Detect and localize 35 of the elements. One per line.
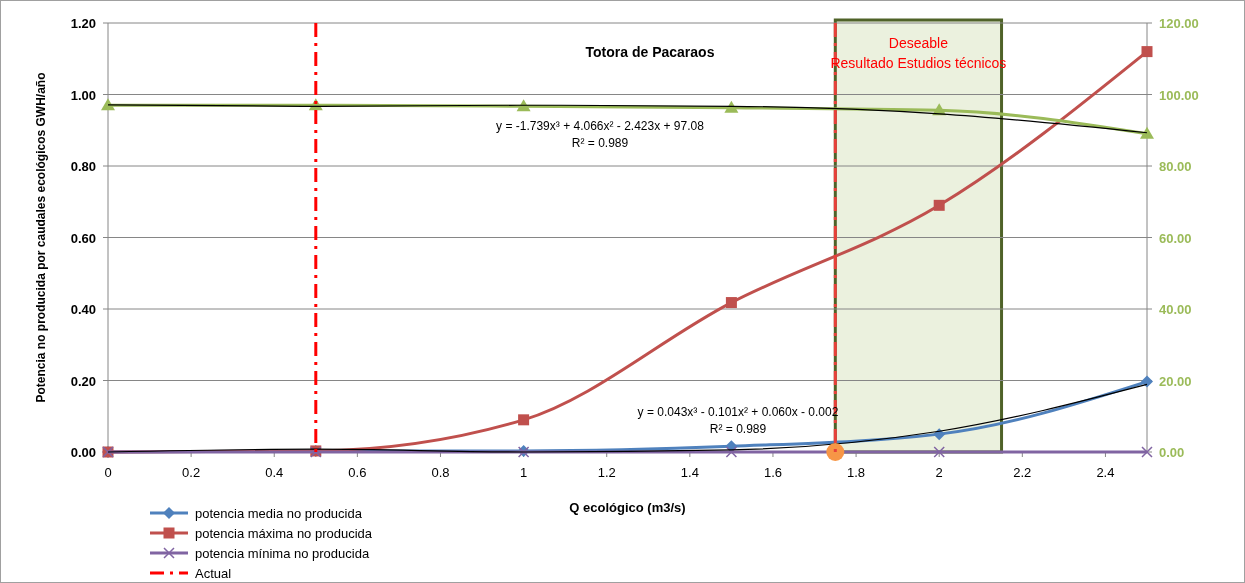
y-tick-label: 1.00	[70, 87, 96, 103]
x-tick-label: 0.4	[265, 465, 284, 480]
legend-label: potencia máxima no producida	[195, 526, 373, 541]
y-tick-label: 0.00	[70, 445, 96, 460]
legend-label: potencia media no producida	[195, 506, 363, 521]
y2-tick-label: 60.00	[1159, 230, 1192, 246]
legend-label: Actual	[195, 566, 232, 581]
x-tick-label: 0	[104, 465, 112, 480]
x-tick-label: 1.2	[597, 465, 616, 480]
y-axis-title: Potencia no producida por caudales ecológicos GWH/año	[34, 72, 48, 403]
y-tick-label: 0.40	[70, 302, 96, 317]
y-tick-label: 0.80	[70, 159, 96, 174]
x-tick-label: 2.2	[1013, 465, 1032, 480]
x-axis-title: Q ecológico (m3/s)	[569, 500, 686, 515]
y2-tick-label: 40.00	[1159, 302, 1192, 317]
x-tick-label: 1	[519, 465, 528, 480]
x-tick-label: 1.4	[680, 465, 699, 480]
legend-label: potencia mínima no producida	[195, 546, 370, 561]
y2-tick-label: 0.00	[1159, 445, 1185, 460]
y-tick-label: 0.20	[70, 373, 96, 389]
y2-tick-label: 120.00	[1159, 16, 1199, 31]
x-tick-label: 1.8	[847, 465, 866, 480]
x-tick-label: 1.6	[763, 465, 782, 480]
text: Totora de Pacaraos	[585, 44, 715, 60]
y-tick-label: 0.60	[70, 230, 96, 246]
y-tick-label: 1.20	[70, 16, 96, 31]
annotation: y = -1.739x³ + 4.066x² - 2.423x + 97.08 R² = 0.989	[496, 119, 705, 150]
x-tick-label: 2.4	[1096, 465, 1115, 480]
x-tick-label: 0.2	[182, 465, 201, 480]
y2-tick-label: 80.00	[1159, 159, 1192, 174]
x-tick-label: 0.6	[348, 465, 367, 480]
y2-tick-label: 100.00	[1159, 87, 1199, 103]
x-tick-label: 2	[935, 465, 943, 480]
x-tick-label: 0.8	[431, 465, 450, 480]
y2-tick-label: 20.00	[1159, 373, 1192, 389]
